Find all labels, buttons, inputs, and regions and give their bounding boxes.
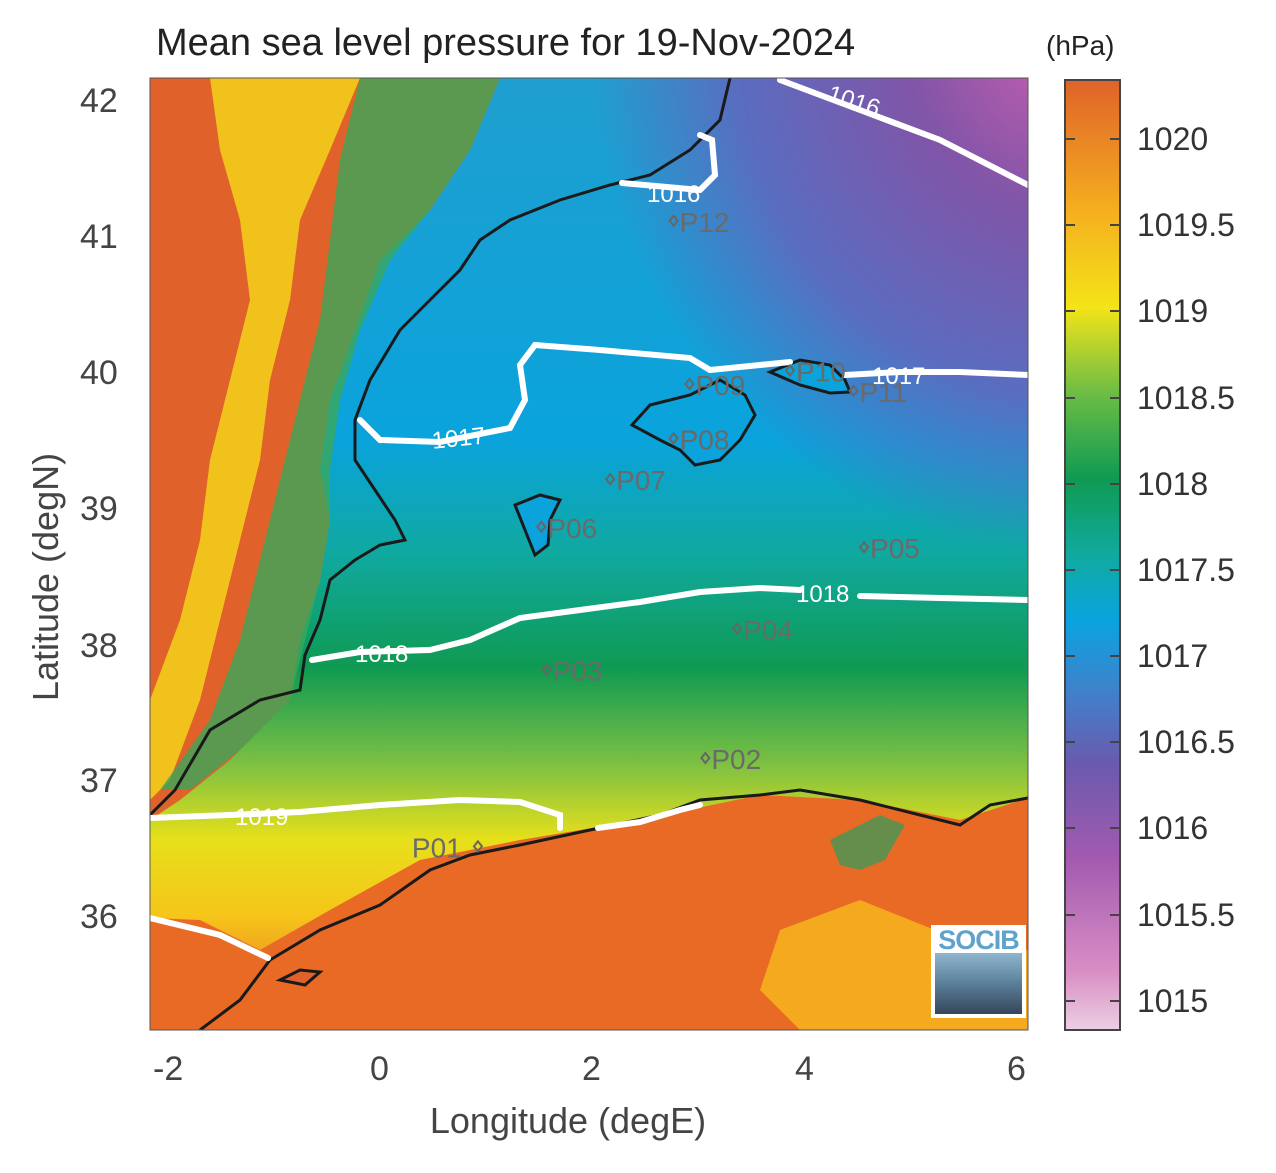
station-marker bbox=[472, 839, 484, 854]
station-label: P10 bbox=[796, 356, 846, 387]
y-tick-label: 38 bbox=[80, 627, 118, 665]
socib-logo-wave bbox=[935, 953, 1022, 1014]
colorbar-tick-label: 1016 bbox=[1137, 810, 1209, 846]
station-marker bbox=[668, 214, 679, 228]
map-title: Mean sea level pressure for 19-Nov-2024 bbox=[156, 22, 856, 64]
ibiza bbox=[513, 493, 563, 558]
contour-1017-east bbox=[707, 359, 1028, 378]
x-tick-label: 6 bbox=[1007, 1050, 1026, 1088]
station-marker bbox=[700, 751, 711, 765]
contour-label-1019: 1019 bbox=[235, 804, 288, 831]
colorbar-ticks bbox=[1065, 138, 1120, 1002]
contour-label-1018-west: 1018 bbox=[355, 641, 408, 668]
station-marker bbox=[536, 520, 547, 534]
colorbar-tick-label: 1019.5 bbox=[1137, 207, 1235, 243]
contour-label-1017-west: 1017 bbox=[431, 422, 487, 454]
colorbar-tick-label: 1018.5 bbox=[1137, 380, 1235, 416]
iberia-green-band bbox=[160, 78, 500, 790]
contour-label-1017-east: 1017 bbox=[872, 363, 925, 390]
y-tick-label: 40 bbox=[80, 354, 118, 392]
x-tick-label: 4 bbox=[795, 1050, 814, 1088]
iberia-coastline bbox=[150, 78, 732, 817]
contour-1017-west bbox=[357, 341, 713, 446]
contour-1016-north bbox=[619, 132, 719, 194]
station-marker bbox=[858, 540, 870, 554]
stations: P01 P02 P03 P04 P05 P06 P07 P08 P09 P10 P11 P12 bbox=[412, 207, 920, 864]
station-marker bbox=[731, 622, 743, 636]
station-marker bbox=[604, 472, 616, 486]
x-axis-label: Longitude (degE) bbox=[429, 1100, 707, 1141]
contour-1018-east bbox=[857, 593, 1028, 603]
colorbar-tick-label: 1019 bbox=[1137, 293, 1209, 329]
station-marker bbox=[541, 662, 552, 677]
colorbar-tick-label: 1017 bbox=[1137, 638, 1209, 674]
y-tick-label: 41 bbox=[80, 218, 118, 256]
contour-1016-ne bbox=[777, 78, 1028, 188]
contour-label-1018-east: 1018 bbox=[796, 581, 849, 608]
y-axis-label: Latitude (degN) bbox=[25, 452, 66, 702]
station-label: P08 bbox=[680, 424, 730, 455]
station-label: P02 bbox=[711, 744, 761, 775]
socib-logo: SOCIB bbox=[931, 925, 1026, 1018]
colorbar bbox=[1064, 79, 1121, 1031]
mallorca bbox=[629, 378, 757, 467]
station-marker bbox=[668, 431, 679, 446]
y-tick-label: 42 bbox=[80, 82, 118, 120]
x-tick-label: 0 bbox=[370, 1050, 389, 1088]
contour-label-1016-north: 1016 bbox=[647, 181, 700, 208]
map-frame bbox=[149, 77, 1029, 1031]
africa-green-patch bbox=[830, 815, 905, 870]
iberia-land bbox=[150, 78, 500, 820]
contour-1018-west bbox=[309, 584, 803, 663]
colorbar-tick-label: 1015.5 bbox=[1137, 897, 1235, 933]
socib-logo-text: SOCIB bbox=[938, 925, 1020, 955]
colorbar-tick-label: 1018 bbox=[1137, 466, 1209, 502]
colorbar-tick-label: 1017.5 bbox=[1137, 552, 1235, 588]
menorca bbox=[766, 358, 853, 395]
colorbar-tick-label: 1020 bbox=[1137, 121, 1209, 157]
station-marker bbox=[784, 363, 796, 378]
y-tick-label: 39 bbox=[80, 490, 118, 528]
station-label: P04 bbox=[743, 615, 793, 646]
x-tick-label: 2 bbox=[582, 1050, 601, 1088]
station-label: P01 bbox=[412, 832, 462, 863]
contour-1019-south bbox=[150, 915, 271, 961]
map-field: 1016 1016 1017 1017 1018 1018 1019 P01P0… bbox=[150, 78, 1028, 1030]
station-label: P09 bbox=[695, 370, 745, 401]
alboran-island bbox=[275, 968, 324, 987]
station-label: P07 bbox=[616, 465, 666, 496]
station-label: P11 bbox=[859, 377, 907, 408]
colorbar-unit-label: (hPa) bbox=[1046, 30, 1115, 61]
station-marker bbox=[684, 377, 695, 391]
colorbar-tick-label: 1016.5 bbox=[1137, 724, 1235, 760]
colorbar-tick-label: 1015 bbox=[1137, 983, 1209, 1019]
station-label: P03 bbox=[553, 656, 603, 687]
contour-1019 bbox=[150, 796, 703, 831]
y-tick-label: 36 bbox=[80, 898, 118, 936]
station-label: P12 bbox=[680, 207, 730, 238]
x-tick-label: -2 bbox=[153, 1050, 184, 1088]
station-label: P05 bbox=[870, 533, 920, 564]
coastlines bbox=[150, 78, 1028, 1030]
station-marker bbox=[848, 384, 859, 398]
station-label: P06 bbox=[547, 513, 597, 544]
y-tick-label: 37 bbox=[80, 762, 118, 800]
iberia-coast-band bbox=[150, 78, 360, 800]
pressure-contours bbox=[150, 78, 1028, 961]
